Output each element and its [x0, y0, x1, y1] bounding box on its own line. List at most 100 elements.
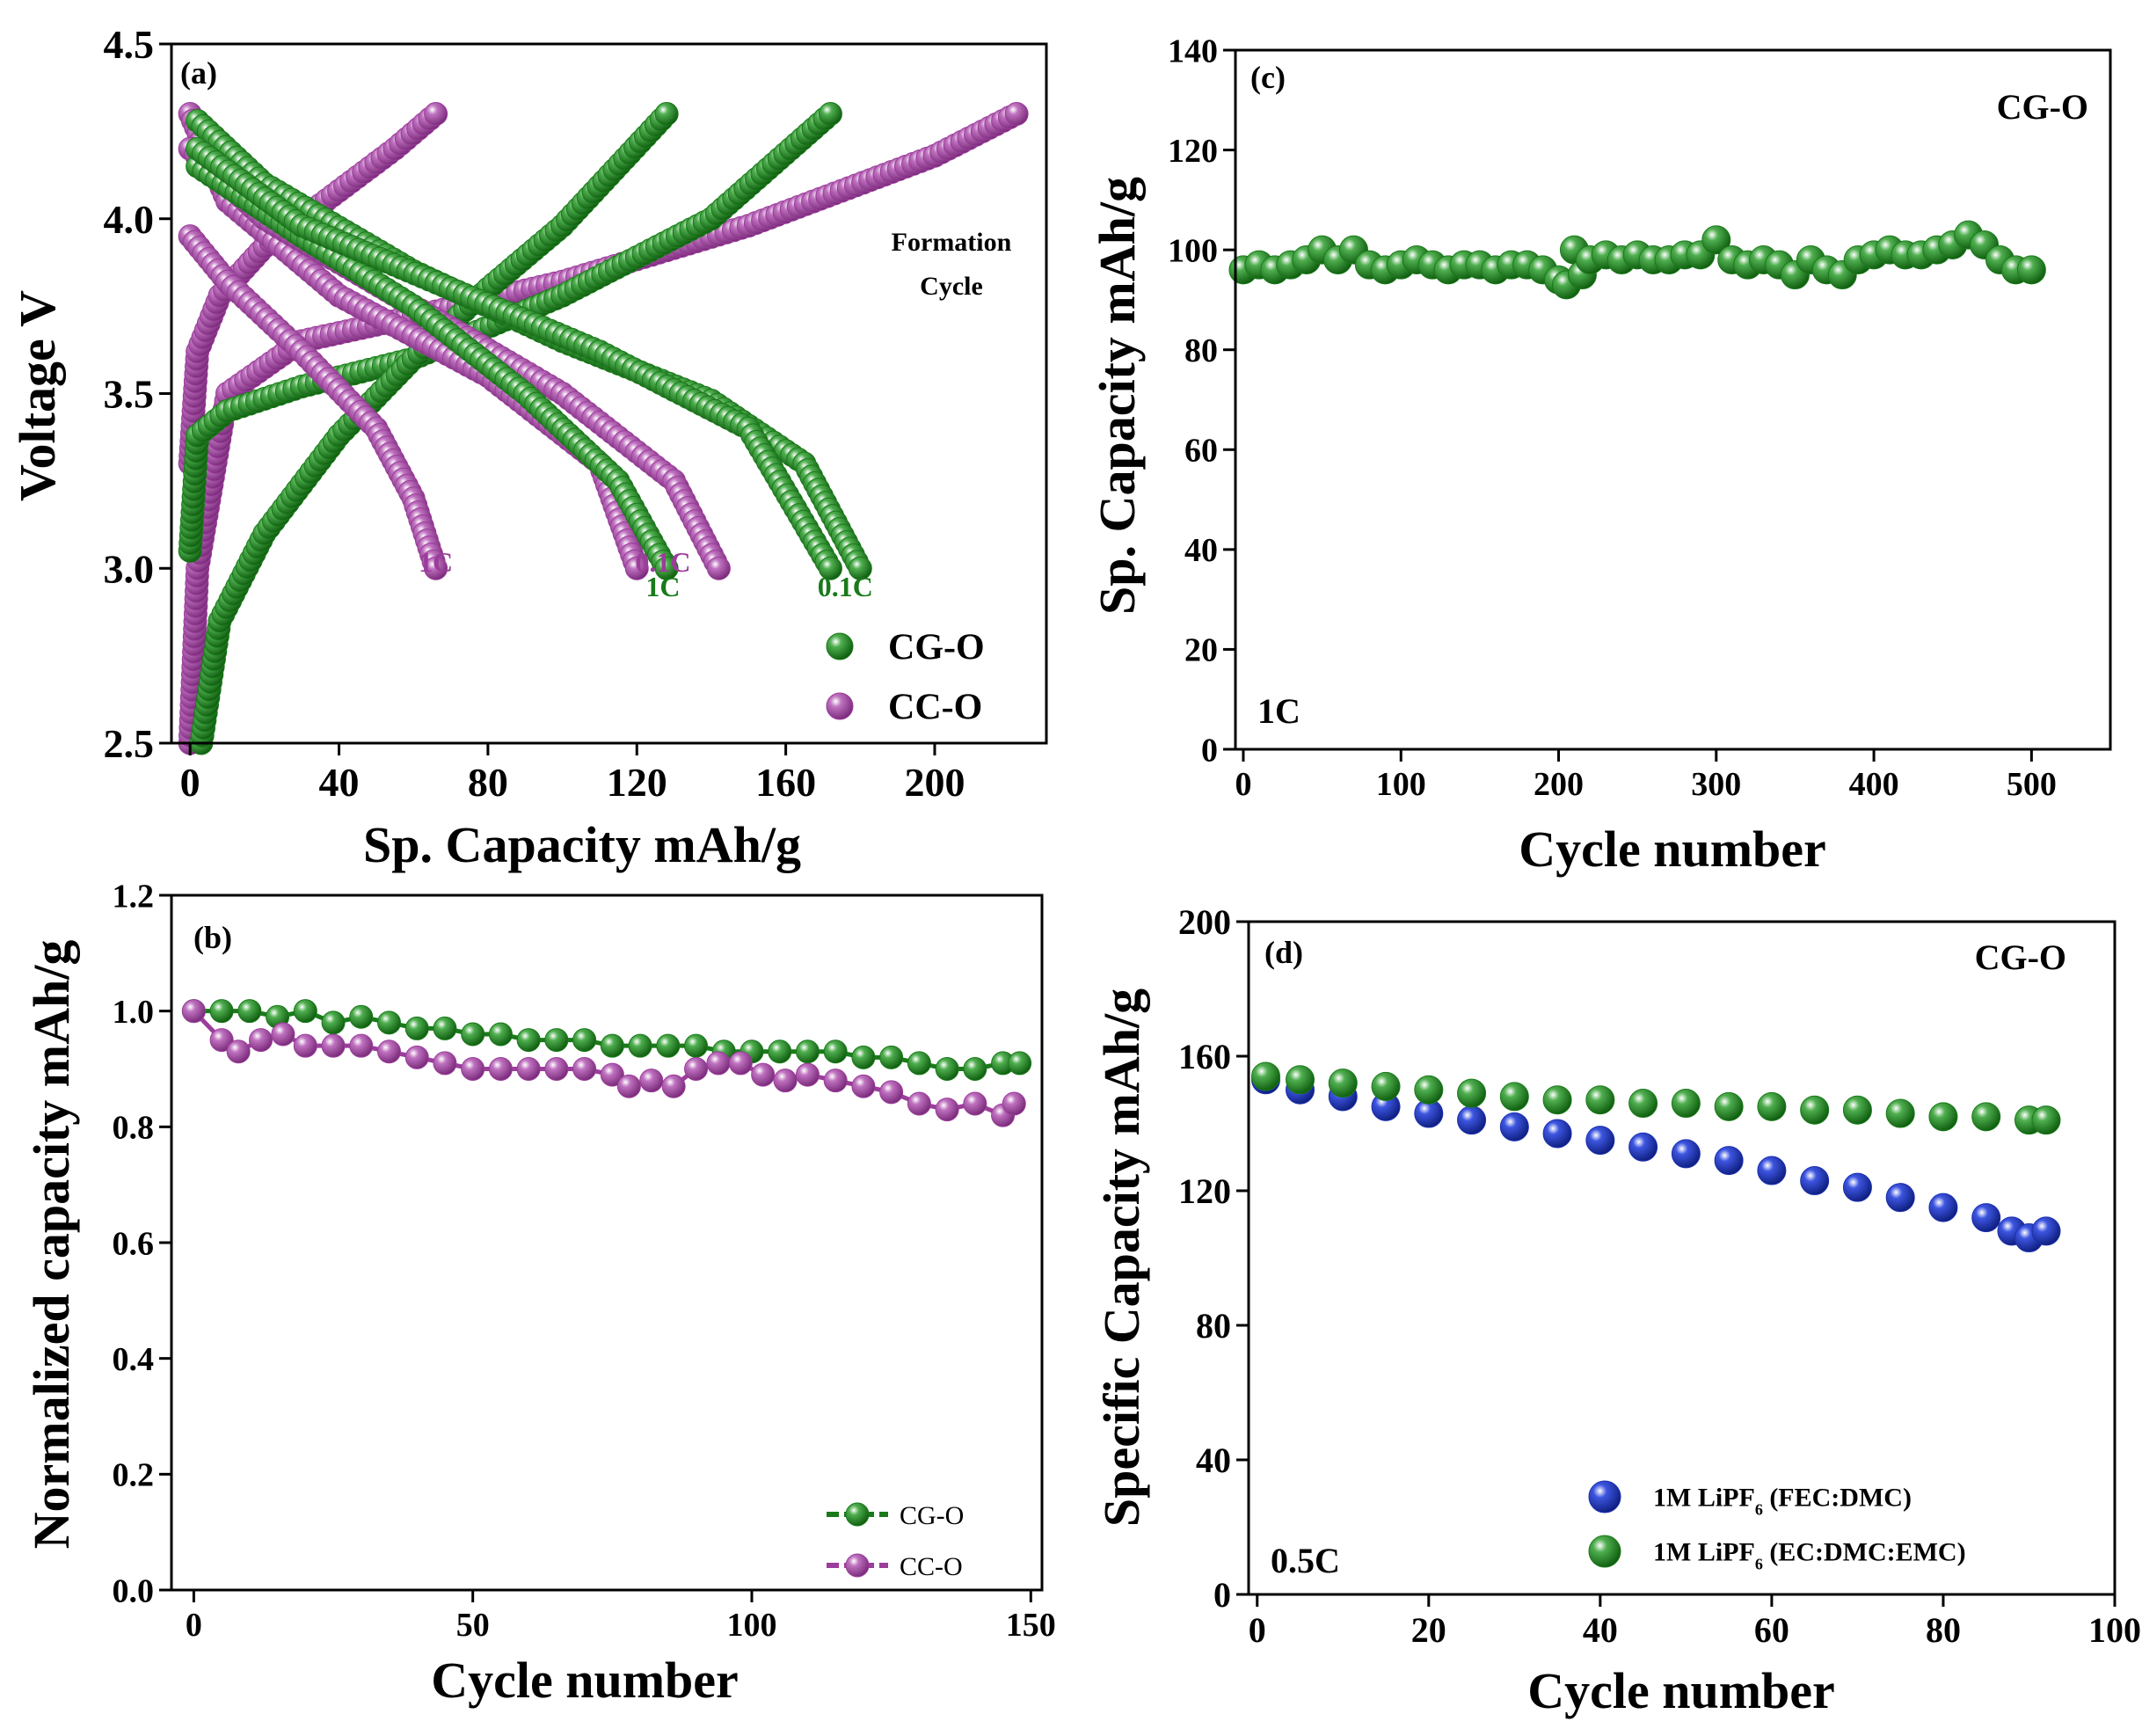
panel-b-series-0-point	[516, 1028, 541, 1053]
panel-c-series-0-point	[1701, 225, 1731, 255]
panel-b-series-1-point	[349, 1033, 374, 1058]
panel-a-series-1-point	[424, 102, 448, 126]
panel-c-y-tick-label: 60	[1184, 433, 1218, 470]
panel-c-x-axis-title: Cycle number	[1519, 821, 1826, 878]
panel-d-y-tick-label: 40	[1196, 1441, 1231, 1480]
panel-d-series-1-point	[1628, 1089, 1658, 1119]
panel-b-y-tick-label: 0.0	[113, 1572, 155, 1609]
panel-c-y-tick-label: 0	[1201, 732, 1218, 769]
panel-d-series-0-point	[1928, 1193, 1958, 1222]
panel-b-series-0-point	[851, 1045, 876, 1069]
panel-b-series-1-point	[321, 1033, 346, 1058]
panel-b-series-1-point	[684, 1057, 709, 1081]
panel-d-x-tick-label: 0	[1249, 1610, 1266, 1650]
panel-d-series-0-point	[2031, 1216, 2061, 1246]
panel-d-series-0-point	[1885, 1183, 1915, 1213]
panel-d-series-1-point	[1542, 1085, 1572, 1115]
panel-c-y-tick-label: 140	[1168, 33, 1218, 69]
panel-b-series-1-point	[293, 1033, 317, 1058]
panel-c-y-tick-label: 80	[1184, 332, 1218, 369]
panel-b-y-axis-title: Normalized capacity mAh/g	[23, 940, 80, 1550]
panel-b-series-0-point	[321, 1010, 346, 1035]
panel-c-x-tick-label: 500	[2007, 766, 2057, 803]
panel-b-y-tick-label: 1.2	[113, 878, 155, 915]
panel-b-x-tick-label: 50	[456, 1607, 490, 1644]
panel-a-annotation-line1: Formation	[892, 228, 1012, 257]
panel-b-series-1-point	[661, 1074, 686, 1098]
panel-d-y-axis-title: Specific Capacity mAh/g	[1093, 988, 1150, 1527]
panel-a-y-tick-label: 4.0	[104, 197, 155, 242]
panel-b-series-0-point	[404, 1016, 429, 1040]
panel-c-series-0-point	[2016, 255, 2046, 285]
panel-d-series-1-point	[1885, 1098, 1915, 1128]
panel-b-series-1-point	[823, 1069, 848, 1093]
panel-a-series-0-point	[1004, 102, 1029, 126]
panel-b-series-0-point	[628, 1033, 652, 1058]
panel-b-series-0-point	[488, 1022, 513, 1047]
panel-a-series-2	[178, 102, 842, 563]
panel-a-series-7-point	[848, 556, 872, 580]
panel-c-plot-frame	[1234, 48, 2112, 751]
panel-a-series-5	[178, 224, 448, 580]
panel-c-x-tick-label: 400	[1849, 766, 1899, 803]
panel-d-y-tick-label: 80	[1196, 1306, 1231, 1346]
panel-a-series-5-point	[424, 556, 448, 580]
panel-c-y-tick-label: 20	[1184, 632, 1218, 669]
panel-a-y-axis-title: Voltage V	[9, 290, 66, 501]
panel-b-series-0-point	[768, 1039, 792, 1064]
panel-c-series-0	[1228, 220, 2046, 300]
panel-c-y-axis-title: Sp. Capacity mAh/g	[1089, 177, 1146, 615]
panel-a-curve-label: 1C	[645, 571, 680, 602]
panel-d-series-1-point	[1585, 1085, 1615, 1115]
panel-d-series-1-point	[1371, 1071, 1401, 1101]
panel-a-label: (a)	[180, 55, 217, 91]
panel-c-x-tick-label: 0	[1235, 766, 1251, 803]
panel-d-series-0-point	[1971, 1203, 2001, 1233]
panel-d-series-1-point	[1414, 1075, 1444, 1105]
panel-d-series-0-point	[1628, 1132, 1658, 1162]
panel-b-series-0-point	[684, 1033, 709, 1058]
panel-a-legend-label: CG-O	[888, 628, 985, 668]
panel-b-series-1-point	[706, 1051, 731, 1076]
panel-b-legend-label: CG-O	[900, 1501, 964, 1530]
panel-b-series-1-point	[404, 1045, 429, 1069]
panel-a-series-3-point	[654, 102, 679, 126]
panel-d-legend-label: 1M LiPF6 (FEC:DMC)	[1653, 1484, 1912, 1519]
panel-d-series-1-point	[2031, 1105, 2061, 1135]
panel-b-series-1-point	[226, 1039, 251, 1064]
panel-b-y-tick-label: 0.6	[113, 1225, 155, 1262]
panel-d-y-tick-label: 200	[1178, 902, 1231, 942]
panel-b-series-0-point	[544, 1028, 569, 1053]
panel-a-curve-label: 1C	[419, 546, 453, 578]
panel-c-y-tick-label: 40	[1184, 532, 1218, 569]
panel-b-x-axis-title: Cycle number	[431, 1652, 739, 1709]
panel-b-series-1-point	[433, 1051, 457, 1076]
panel-b-series-1-point	[751, 1062, 776, 1087]
panel-d-x-axis-title: Cycle number	[1527, 1662, 1835, 1719]
panel-d-series-1-point	[1757, 1091, 1787, 1121]
panel-b-series-0-point	[349, 1004, 374, 1029]
panel-b-series-1-point	[544, 1057, 569, 1081]
panel-a: 0 40 80 120 160 200 2.5 3.0 3.5 4.0 4.5 (a) Format…	[9, 22, 1048, 873]
panel-b-y-tick-label: 0.4	[113, 1341, 155, 1378]
panel-b-series-1-point	[907, 1091, 931, 1116]
panel-d-series-1-point	[1499, 1082, 1529, 1112]
panel-d-series-0-point	[1757, 1156, 1787, 1185]
panel-a-x-tick-label: 80	[468, 760, 508, 805]
panel-a-legend-marker	[826, 632, 854, 660]
panel-d-legend-label: 1M LiPF6 (EC:DMC:EMC)	[1653, 1538, 1966, 1573]
panel-b-series-0-point	[823, 1039, 848, 1064]
panel-b-series-1-point	[572, 1057, 597, 1081]
panel-d-y-tick-label: 0	[1213, 1575, 1231, 1615]
panel-d-title: CG-O	[1975, 937, 2066, 977]
panel-d: 0 20 40 60 80 100 0 40 80 120 160 200 (d) CG-O 0.5C…	[1093, 902, 2141, 1719]
panel-b-series-0-point	[209, 999, 234, 1024]
panel-b-series-0-point	[433, 1016, 457, 1040]
panel-a-series-4-point	[624, 556, 649, 580]
panel-b-legend-label: CC-O	[900, 1552, 963, 1581]
panel-a-x-tick-label: 160	[755, 760, 816, 805]
panel-b-series-1-point	[209, 1028, 234, 1053]
panel-b-series-0-point	[377, 1010, 401, 1035]
panel-b-series-1-point	[488, 1057, 513, 1081]
